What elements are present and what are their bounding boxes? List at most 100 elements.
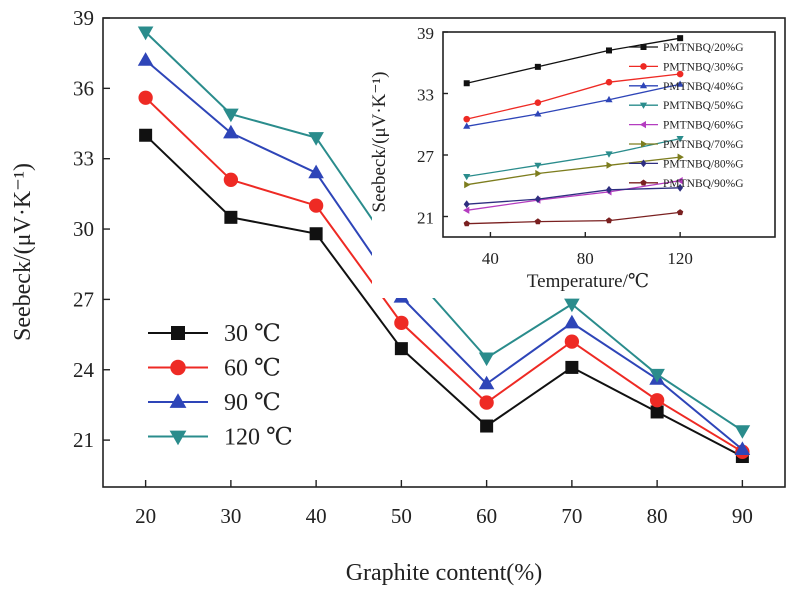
inset-y-tick-label: 39 — [417, 24, 434, 43]
main-x-tick-label: 90 — [732, 504, 753, 528]
inset-legend-marker — [639, 121, 646, 129]
main-data-point — [649, 393, 665, 408]
main-y-ticks: 21 24 27 30 33 36 39 — [73, 6, 110, 452]
inset-x-ticks: 40 80 120 — [482, 232, 693, 268]
main-data-point — [564, 334, 580, 349]
inset-legend-marker — [640, 63, 647, 70]
inset-legend-item-pmtnbq-50-g: PMTNBQ/50%G — [629, 100, 744, 112]
main-x-axis-label: Graphite content(%) — [346, 560, 543, 586]
inset-series-line — [466, 137, 681, 178]
main-x-tick-label: 20 — [135, 504, 156, 528]
main-series-line — [144, 134, 743, 458]
inset-data-point — [605, 217, 613, 224]
main-series-line — [144, 96, 743, 453]
inset-x-axis-label: Temperature/℃ — [527, 271, 649, 292]
inset-series-pmtnbq-50-g — [463, 136, 684, 181]
main-data-point — [734, 425, 751, 439]
inset-series-line — [466, 73, 681, 120]
inset-data-point — [606, 185, 612, 194]
inset-legend-item-pmtnbq-90-g: PMTNBQ/90%G — [629, 178, 744, 190]
inset-data-point — [677, 35, 684, 42]
inset-x-tick-label: 40 — [482, 249, 499, 268]
main-data-point — [308, 198, 324, 213]
inset-series-line — [466, 83, 681, 127]
main-y-tick-label: 30 — [73, 217, 94, 241]
inset-series — [463, 35, 684, 227]
inset-y-tick-label: 33 — [417, 86, 434, 105]
main-data-point — [137, 52, 154, 66]
inset-legend-marker — [639, 82, 648, 89]
inset-series-line — [466, 179, 681, 211]
main-series-60 — [138, 90, 750, 459]
main-legend-item-90: 90 ℃ — [148, 390, 281, 416]
inset-data-point — [605, 151, 613, 158]
inset-x-tick-label: 80 — [577, 249, 594, 268]
inset-legend-item-pmtnbq-20-g: PMTNBQ/20%G — [629, 42, 744, 54]
main-series-30 — [139, 128, 749, 464]
main-legend-item-30: 30 ℃ — [148, 321, 281, 347]
main-legend-marker — [169, 430, 187, 446]
inset-series-pmtnbq-40-g — [463, 80, 684, 129]
inset-legend-item-pmtnbq-60-g: PMTNBQ/60%G — [629, 120, 744, 132]
main-x-tick-label: 60 — [476, 504, 497, 528]
inset-data-point — [676, 177, 683, 185]
main-data-point — [734, 441, 751, 455]
main-y-axis-label: Seebeck/(μV·K⁻¹) — [10, 163, 36, 341]
main-legend: 30 ℃ 60 ℃ 90 ℃ 120 ℃ — [148, 321, 293, 451]
inset-data-point — [676, 136, 684, 143]
inset-legend-label: PMTNBQ/80%G — [663, 158, 744, 170]
inset-data-point — [677, 209, 684, 216]
inset-data-point — [606, 161, 613, 169]
inset-chart: 21 27 33 39 40 80 120 Temperature/℃ Seebeck/(… — [369, 24, 777, 298]
inset-data-point — [463, 206, 470, 214]
main-data-point — [564, 298, 580, 313]
inset-legend-marker — [639, 102, 648, 109]
inset-legend-label: PMTNBQ/90%G — [663, 178, 744, 190]
inset-legend-item-pmtnbq-80-g: PMTNBQ/80%G — [629, 158, 744, 170]
inset-data-point — [535, 169, 542, 178]
main-y-tick-label: 36 — [73, 76, 94, 100]
inset-data-point — [677, 183, 684, 192]
inset-data-point — [464, 181, 471, 189]
inset-data-point — [534, 99, 542, 107]
inset-legend-marker — [640, 179, 647, 186]
main-legend-item-120: 120 ℃ — [148, 425, 293, 451]
inset-legend-marker — [641, 140, 648, 148]
main-legend-item-60: 60 ℃ — [148, 356, 281, 382]
inset-data-point — [463, 122, 471, 129]
inset-x-tick-label: 120 — [667, 249, 693, 268]
inset-series-line — [466, 187, 681, 205]
inset-y-tick-label: 27 — [417, 147, 435, 166]
main-legend-label: 90 ℃ — [224, 390, 281, 416]
main-data-point — [649, 368, 665, 383]
inset-data-point — [463, 220, 470, 227]
inset-background — [372, 30, 777, 298]
inset-legend: PMTNBQ/20%G PMTNBQ/30%G PMTNBQ/40%G PMTNBQ/… — [629, 42, 744, 190]
inset-data-point — [463, 80, 470, 87]
main-y-tick-label: 24 — [73, 358, 95, 382]
inset-data-point — [463, 174, 471, 181]
main-data-point — [564, 314, 580, 329]
inset-series-pmtnbq-30-g — [463, 70, 684, 123]
main-y-tick-label: 21 — [73, 428, 94, 452]
main-legend-marker — [171, 326, 185, 340]
inset-data-point — [605, 78, 613, 86]
inset-data-point — [677, 153, 684, 161]
main-legend-label: 30 ℃ — [224, 321, 281, 347]
inset-data-point — [676, 80, 684, 87]
inset-legend-marker — [640, 159, 647, 168]
main-y-tick-label: 33 — [73, 147, 94, 171]
main-y-tick-label: 39 — [73, 6, 94, 30]
main-data-point — [565, 360, 579, 374]
inset-data-point — [463, 200, 470, 209]
main-series-line — [144, 59, 744, 451]
inset-data-point — [534, 110, 542, 117]
main-data-point — [308, 132, 324, 146]
inset-y-tick-label: 21 — [417, 209, 434, 228]
inset-data-point — [534, 63, 541, 70]
main-x-tick-label: 50 — [391, 504, 412, 528]
main-legend-marker — [170, 359, 186, 376]
main-data-point — [223, 172, 239, 187]
main-data-point — [480, 419, 494, 433]
inset-legend-item-pmtnbq-30-g: PMTNBQ/30%G — [629, 61, 744, 73]
